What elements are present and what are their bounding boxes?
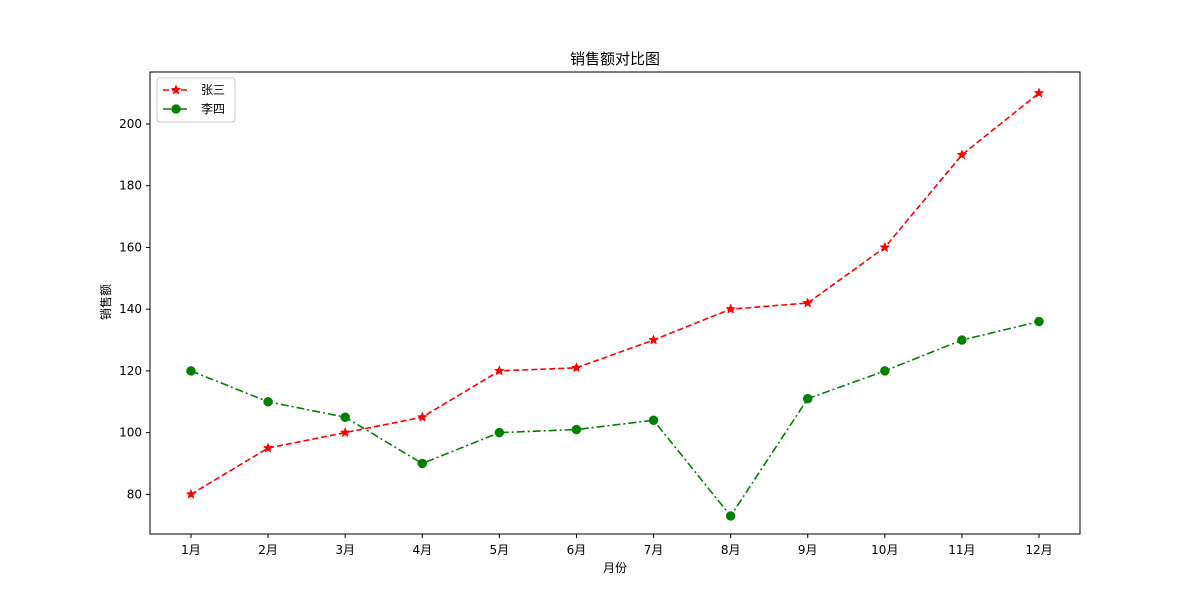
- series-1-point: [416, 411, 428, 422]
- series-1-point: [185, 488, 197, 499]
- series-1-point: [262, 442, 274, 453]
- y-tick-label: 160: [119, 240, 142, 254]
- x-tick-label: 1月: [181, 543, 201, 557]
- y-tick-label: 140: [119, 302, 142, 316]
- y-tick-label: 120: [119, 364, 142, 378]
- series-2-point: [725, 511, 736, 521]
- plot-area: 1月 2月 3月 4月 5月 6月 7月 8月 9月 10月 11月 12月 80 100 120 140 16…: [119, 71, 1081, 557]
- series-1-point: [339, 426, 351, 438]
- y-tick-label: 80: [127, 487, 142, 501]
- series-2-point: [880, 366, 890, 376]
- series-2-point: [648, 415, 659, 426]
- legend-item-2: 李四: [163, 101, 225, 116]
- y-tick-label: 200: [119, 117, 142, 131]
- series-2-point: [340, 412, 350, 422]
- series-1: [185, 87, 1045, 499]
- series-2-point: [417, 458, 428, 469]
- x-tick-label: 7月: [644, 543, 664, 557]
- series-1-line: [190, 92, 1040, 496]
- x-tick-label: 2月: [258, 543, 278, 557]
- y-tick-label: 100: [119, 426, 142, 440]
- series-2-point: [571, 424, 582, 435]
- legend-marker: [171, 104, 181, 114]
- series-2-point: [494, 427, 505, 438]
- series-1-point: [802, 297, 814, 308]
- series-2-point: [957, 335, 967, 345]
- series-1-point: [725, 303, 737, 314]
- x-tick-label: 4月: [412, 543, 432, 557]
- legend-marker: [170, 84, 182, 95]
- series-1-point: [571, 362, 582, 373]
- series-2: [186, 316, 1044, 521]
- x-tick-label: 11月: [948, 543, 975, 557]
- legend-item-1: 张三: [163, 83, 225, 97]
- y-axis-title: 销售额: [98, 284, 113, 320]
- series-2-point: [186, 366, 196, 376]
- legend-label: 李四: [201, 101, 225, 116]
- chart-title: 销售额对比图: [570, 50, 660, 68]
- x-tick-label: 8月: [721, 543, 741, 557]
- x-tick-label: 3月: [335, 543, 355, 557]
- series-1-point: [1033, 87, 1045, 98]
- x-tick-label: 6月: [567, 543, 587, 557]
- series-2-point: [802, 393, 813, 404]
- x-axis-title: 月份: [603, 561, 627, 575]
- series-2-point: [1034, 316, 1044, 327]
- series-1-point: [648, 334, 659, 345]
- x-tick-label: 12月: [1025, 543, 1052, 557]
- x-tick-label: 10月: [871, 543, 898, 557]
- x-tick-label: 5月: [490, 543, 510, 557]
- series-1-point: [956, 149, 968, 160]
- y-tick-label: 180: [119, 179, 142, 193]
- series-2-point: [263, 397, 273, 407]
- plot-frame: [149, 71, 1081, 535]
- x-tick-label: 9月: [798, 543, 818, 557]
- series-2-line: [190, 320, 1040, 518]
- series-1-point: [879, 241, 891, 253]
- series-1-point: [493, 365, 505, 376]
- legend-label: 张三: [201, 83, 225, 97]
